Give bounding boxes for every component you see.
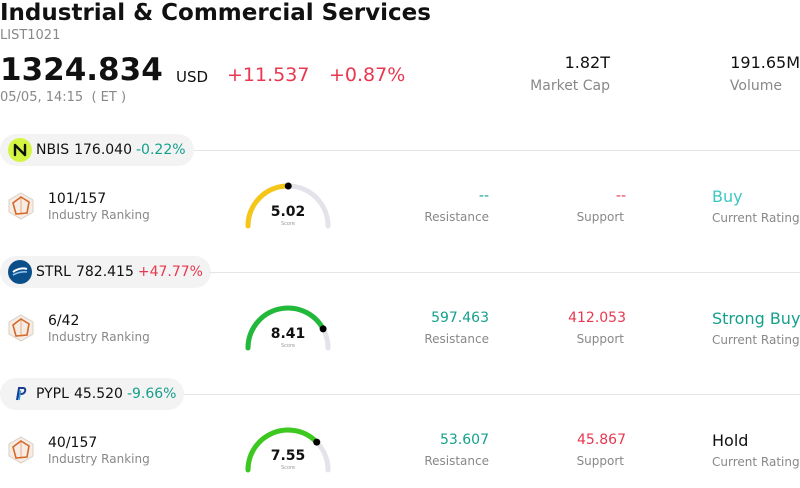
- support-label: Support: [576, 332, 624, 346]
- volume-label: Volume: [729, 78, 782, 94]
- index-price: 1324.834: [0, 52, 163, 88]
- pypl-logo-icon: [8, 382, 32, 406]
- stock-change: -9.66%: [126, 386, 177, 402]
- score-label: Score: [281, 465, 295, 471]
- industry-rank-label: Industry Ranking: [48, 208, 150, 222]
- market-cap-value: 1.82T: [564, 53, 610, 72]
- stock-pill[interactable]: STRL 782.415 +47.77%: [0, 256, 211, 288]
- index-code: LIST1021: [0, 28, 61, 43]
- page-title: Industrial & Commercial Services: [0, 0, 431, 26]
- gauge-fill: [245, 183, 291, 229]
- resistance-label: Resistance: [424, 210, 489, 224]
- timestamp: 05/05, 14:15 ( ET ): [0, 90, 127, 105]
- stock-pill[interactable]: NBIS 176.040 -0.22%: [0, 134, 194, 166]
- price-change-percent: +0.87%: [329, 64, 406, 86]
- industry-rank-value: 40/157: [48, 435, 98, 451]
- gauge-marker: [313, 438, 321, 446]
- section-divider: [194, 150, 800, 151]
- section-divider: [184, 394, 800, 395]
- ranking-icon: [8, 192, 34, 220]
- score-value: 8.41: [271, 326, 306, 342]
- gauge-fill: [245, 427, 320, 473]
- score-label: Score: [281, 343, 295, 349]
- resistance-value: 597.463: [431, 310, 489, 326]
- current-rating-label: Current Rating: [712, 211, 800, 225]
- current-rating-label: Current Rating: [712, 455, 800, 469]
- score-gauge: 5.02 Score: [245, 182, 331, 229]
- stock-ticker: STRL: [36, 264, 71, 280]
- resistance-label: Resistance: [424, 454, 489, 468]
- gauge-fill: [245, 305, 326, 351]
- ranking-icon: [8, 436, 34, 464]
- score-label: Score: [281, 221, 295, 227]
- gauge-marker: [284, 182, 292, 190]
- industry-rank-value: 101/157: [48, 191, 107, 207]
- resistance-label: Resistance: [424, 332, 489, 346]
- market-cap-label: Market Cap: [530, 78, 610, 94]
- score-gauge: 7.55 Score: [245, 427, 331, 473]
- resistance-value: 53.607: [440, 432, 489, 448]
- stock-pill[interactable]: PYPL 45.520 -9.66%: [0, 378, 185, 410]
- gauge-marker: [319, 325, 327, 333]
- section-divider: [210, 272, 800, 273]
- support-value: --: [615, 188, 626, 204]
- score-gauge: 8.41 Score: [245, 305, 331, 351]
- support-label: Support: [576, 210, 624, 224]
- industry-rank-label: Industry Ranking: [48, 452, 150, 466]
- resistance-value: --: [478, 188, 489, 204]
- strl-logo-icon: [8, 260, 32, 284]
- current-rating-value: Buy: [712, 187, 743, 206]
- current-rating-value: Hold: [712, 431, 749, 450]
- stock-price: 176.040: [74, 142, 132, 158]
- industry-rank-label: Industry Ranking: [48, 330, 150, 344]
- stock-change: -0.22%: [136, 142, 186, 158]
- current-rating-value: Strong Buy: [712, 309, 800, 328]
- stock-change: +47.77%: [137, 264, 203, 280]
- support-label: Support: [576, 454, 624, 468]
- nbis-logo-icon: [8, 138, 32, 162]
- volume-value: 191.65M: [730, 53, 800, 72]
- ranking-icon: [8, 314, 34, 342]
- support-value: 45.867: [577, 432, 626, 448]
- stock-price: 782.415: [75, 264, 134, 280]
- stock-price: 45.520: [73, 386, 123, 402]
- current-rating-label: Current Rating: [712, 333, 800, 347]
- support-value: 412.053: [568, 310, 626, 326]
- industry-rank-value: 6/42: [48, 313, 80, 329]
- score-value: 7.55: [271, 448, 306, 464]
- currency-label: USD: [176, 68, 209, 86]
- price-change: +11.537: [227, 64, 310, 86]
- stock-ticker: PYPL: [36, 386, 69, 402]
- stock-ticker: NBIS: [36, 142, 70, 158]
- score-value: 5.02: [271, 204, 306, 220]
